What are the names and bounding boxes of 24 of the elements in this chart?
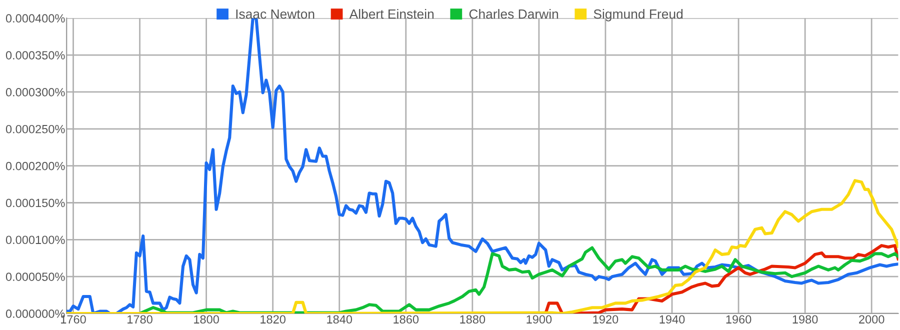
y-tick-label: 0.000300% (6, 88, 65, 96)
legend-label: Isaac Newton (236, 10, 314, 19)
x-tick-label: 1800 (194, 315, 219, 324)
x-tick-label: 1880 (460, 315, 486, 324)
y-tick-label: 0.000200% (6, 162, 65, 170)
x-tick-label: 1960 (726, 315, 752, 324)
x-tick-label: 1820 (260, 315, 286, 324)
y-tick-label: 0.000050% (6, 272, 65, 281)
x-tick-label: 1780 (128, 315, 152, 324)
x-tick-label: 1940 (660, 315, 685, 324)
legend-label: Charles Darwin (469, 9, 558, 19)
y-tick-label: 0.000400% (6, 14, 65, 23)
x-tick-label: 2000 (859, 315, 884, 324)
y-tick-label: 0.000150% (6, 198, 65, 208)
y-tick-label: 0.000250% (6, 124, 65, 134)
x-tick-label: 1860 (394, 315, 419, 324)
legend-label: Albert Einstein (349, 9, 434, 19)
x-tick-label: 1900 (526, 315, 552, 324)
legend-label: Sigmund Freud (594, 9, 683, 22)
y-tick-label: 0.000350% (6, 51, 65, 60)
y-tick-label: 0.000100% (6, 236, 65, 244)
x-tick-label: 1920 (593, 315, 618, 324)
x-tick-label: 1980 (792, 315, 818, 324)
x-tick-label: 1840 (327, 315, 352, 324)
